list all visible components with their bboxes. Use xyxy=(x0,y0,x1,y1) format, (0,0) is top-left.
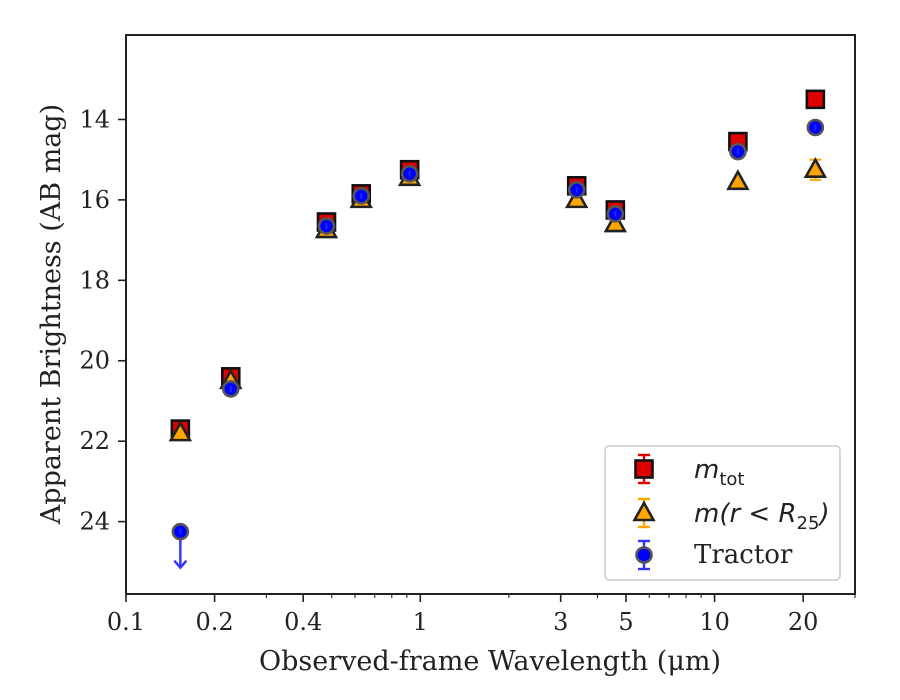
plot-frame xyxy=(125,34,856,595)
x-tick-label: 0.2 xyxy=(196,608,234,636)
legend-marker xyxy=(632,500,656,522)
legend-markers xyxy=(632,453,656,571)
m-r25-point xyxy=(803,157,828,179)
x-tick-label: 10 xyxy=(699,608,730,636)
m-r25-point xyxy=(168,420,193,442)
legend: mtot m(r < R25) Tractor xyxy=(604,445,841,581)
legend-box xyxy=(604,445,841,581)
upper-limit-arrowhead xyxy=(173,559,188,570)
legend-marker xyxy=(635,546,653,564)
y-tick-label: 18 xyxy=(79,266,110,294)
mtot-point xyxy=(805,89,826,110)
y-tick-label: 24 xyxy=(79,508,110,536)
m-r25-point xyxy=(726,169,750,191)
legend-label-m-r25: m(r < R25) xyxy=(694,499,830,534)
x-axis-label: Observed-frame Wavelength (μm) xyxy=(259,646,721,677)
y-axis-label: Apparent Brightness (AB mag) xyxy=(36,104,67,525)
y-tick-label: 14 xyxy=(79,105,110,133)
x-tick-label: 20 xyxy=(788,608,819,636)
axis-ticks: 0.1 0.2 0.4 1 3 5 10 20 14 16 18 20 22 24 xyxy=(79,105,856,636)
y-tick-label: 22 xyxy=(79,427,110,455)
y-tick-label: 20 xyxy=(79,347,110,375)
chart-marks xyxy=(168,89,828,570)
x-tick-label: 0.1 xyxy=(107,608,145,636)
y-tick-label: 16 xyxy=(79,186,110,214)
x-tick-label: 0.4 xyxy=(284,608,322,636)
legend-marker xyxy=(634,459,654,479)
legend-label-tractor: Tractor xyxy=(694,540,793,570)
legend-label-mtot: mtot xyxy=(694,455,744,490)
x-tick-label: 1 xyxy=(413,608,428,636)
x-tick-label: 5 xyxy=(618,608,633,636)
x-tick-label: 3 xyxy=(553,608,568,636)
